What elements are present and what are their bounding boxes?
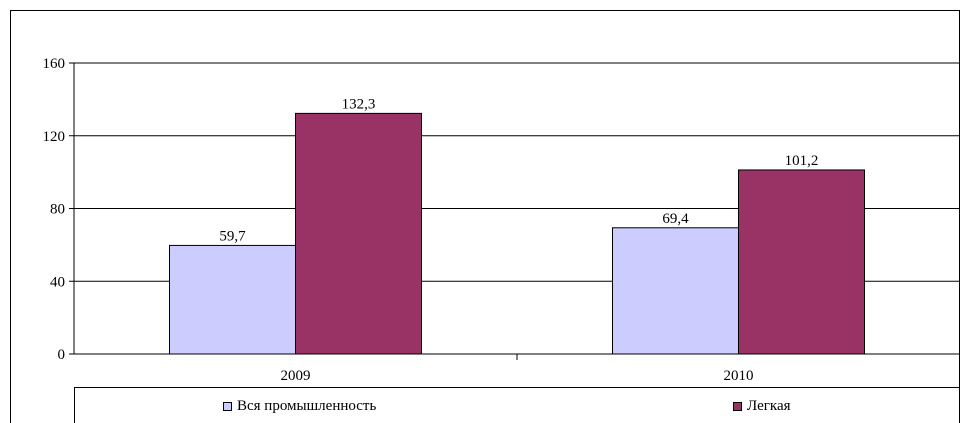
bar	[612, 227, 739, 355]
bar	[169, 244, 296, 355]
bar	[738, 169, 865, 355]
chart-legend: Вся промышленность Легкая	[74, 387, 960, 423]
bar	[295, 112, 422, 355]
legend-swatch-all-industry	[223, 402, 232, 411]
legend-item-all-industry: Вся промышленность	[223, 398, 376, 415]
chart-frame	[10, 10, 960, 423]
y-tick-label: 80	[50, 202, 65, 218]
bar-data-label: 59,7	[219, 228, 246, 244]
y-tick-label: 40	[50, 274, 65, 290]
legend-label-light: Легкая	[747, 398, 791, 414]
bar-data-label: 132,3	[342, 96, 376, 112]
y-tick-label: 0	[58, 347, 66, 363]
x-tick-label: 2010	[724, 368, 754, 384]
x-tick-label: 2009	[281, 368, 311, 384]
legend-label-all-industry: Вся промышленность	[237, 398, 377, 414]
legend-swatch-light	[733, 402, 742, 411]
bar-data-label: 69,4	[662, 211, 689, 227]
y-tick-label: 120	[43, 129, 66, 145]
bar-data-label: 101,2	[785, 153, 819, 169]
legend-item-light: Легкая	[733, 398, 791, 415]
y-tick-label: 160	[43, 56, 66, 72]
